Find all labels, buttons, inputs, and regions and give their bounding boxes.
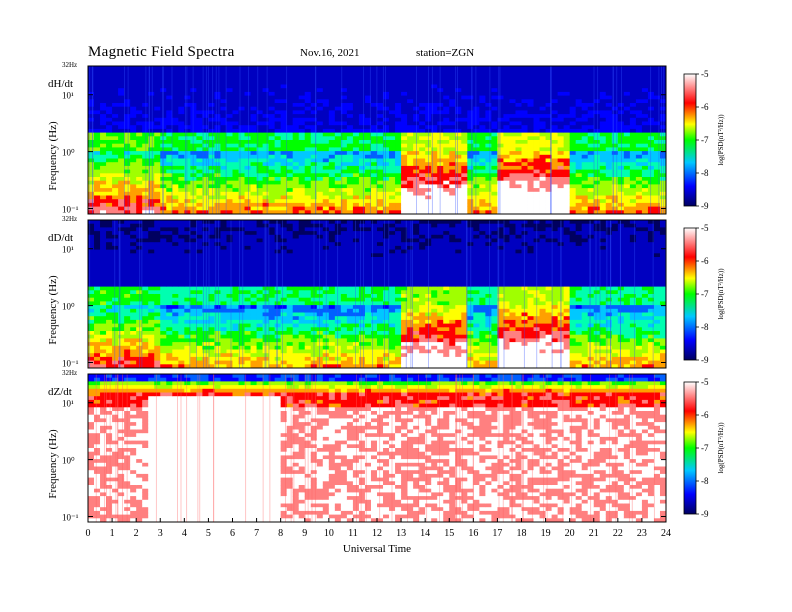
chart-date: Nov.16, 2021 — [300, 47, 360, 59]
colorbar-label: log(PSD(nT²/Hz)) — [717, 422, 725, 474]
spectrogram-panel-2 — [88, 374, 666, 522]
x-tick-label: 20 — [565, 528, 575, 539]
colorbar-label: log(PSD(nT²/Hz)) — [717, 114, 725, 166]
colorbar-tick-label: -7 — [701, 135, 709, 145]
colorbar-tick-label: -6 — [701, 102, 709, 112]
freq-max-label: 32Hz — [62, 61, 77, 69]
x-tick-label: 18 — [517, 528, 527, 539]
y-tick-label: 10⁻¹ — [62, 204, 79, 214]
x-tick-label: 23 — [637, 528, 647, 539]
x-tick-label: 2 — [134, 528, 139, 539]
chart-title: Magnetic Field Spectra — [88, 44, 235, 60]
y-tick-label: 10¹ — [62, 245, 74, 255]
spectrogram-panel-0 — [88, 66, 666, 214]
x-tick-label: 0 — [86, 528, 91, 539]
y-tick-label: 10¹ — [62, 399, 74, 409]
y-tick-label: 10⁰ — [62, 148, 75, 158]
y-tick-label: 10⁻¹ — [62, 512, 79, 522]
x-tick-label: 21 — [589, 528, 599, 539]
x-tick-label: 11 — [348, 528, 358, 539]
colorbar-tick-label: -8 — [701, 168, 709, 178]
x-tick-label: 8 — [278, 528, 283, 539]
colorbar — [683, 381, 697, 515]
x-tick-label: 14 — [420, 528, 430, 539]
x-tick-label: 15 — [444, 528, 454, 539]
x-tick-label: 3 — [158, 528, 163, 539]
x-tick-label: 4 — [182, 528, 187, 539]
y-axis-label: Frequency (Hz) — [47, 275, 59, 345]
x-tick-label: 5 — [206, 528, 211, 539]
y-axis-label: Frequency (Hz) — [47, 429, 59, 499]
y-tick-label: 10⁰ — [62, 456, 75, 466]
x-tick-label: 7 — [254, 528, 259, 539]
y-tick-label: 10⁰ — [62, 302, 75, 312]
colorbar-label: log(PSD(nT²/Hz)) — [717, 268, 725, 320]
colorbar-tick-label: -9 — [701, 509, 709, 519]
x-tick-label: 19 — [541, 528, 551, 539]
panel-label: dH/dt — [48, 78, 73, 90]
station-label: station=ZGN — [416, 47, 475, 59]
x-tick-label: 9 — [302, 528, 307, 539]
colorbar-tick-label: -9 — [701, 355, 709, 365]
x-tick-label: 6 — [230, 528, 235, 539]
colorbar-tick-label: -8 — [701, 476, 709, 486]
panel-label: dD/dt — [48, 232, 73, 244]
colorbar-tick-label: -5 — [701, 69, 709, 79]
x-tick-label: 16 — [468, 528, 478, 539]
colorbar-tick-label: -7 — [701, 289, 709, 299]
x-tick-label: 22 — [613, 528, 623, 539]
y-tick-label: 10⁻¹ — [62, 358, 79, 368]
panel-frame — [87, 219, 667, 369]
colorbar-tick-label: -5 — [701, 377, 709, 387]
colorbar-tick-label: -9 — [701, 201, 709, 211]
x-tick-label: 10 — [324, 528, 334, 539]
x-tick-label: 1 — [110, 528, 115, 539]
colorbar-tick-label: -6 — [701, 256, 709, 266]
y-axis-label: Frequency (Hz) — [47, 121, 59, 191]
colorbar — [683, 227, 697, 361]
x-tick-label: 13 — [396, 528, 406, 539]
spectrogram-panel-1 — [88, 220, 666, 368]
x-tick-label: 12 — [372, 528, 382, 539]
y-tick-label: 10¹ — [62, 91, 74, 101]
panel-frame — [87, 65, 667, 215]
freq-max-label: 32Hz — [62, 369, 77, 377]
colorbar-tick-label: -5 — [701, 223, 709, 233]
x-tick-label: 24 — [661, 528, 671, 539]
colorbar-tick-label: -6 — [701, 410, 709, 420]
x-tick-label: 17 — [492, 528, 502, 539]
freq-max-label: 32Hz — [62, 215, 77, 223]
colorbar-tick-label: -7 — [701, 443, 709, 453]
x-axis-label: Universal Time — [343, 543, 411, 555]
colorbar — [683, 73, 697, 207]
colorbar-tick-label: -8 — [701, 322, 709, 332]
panel-label: dZ/dt — [48, 386, 72, 398]
